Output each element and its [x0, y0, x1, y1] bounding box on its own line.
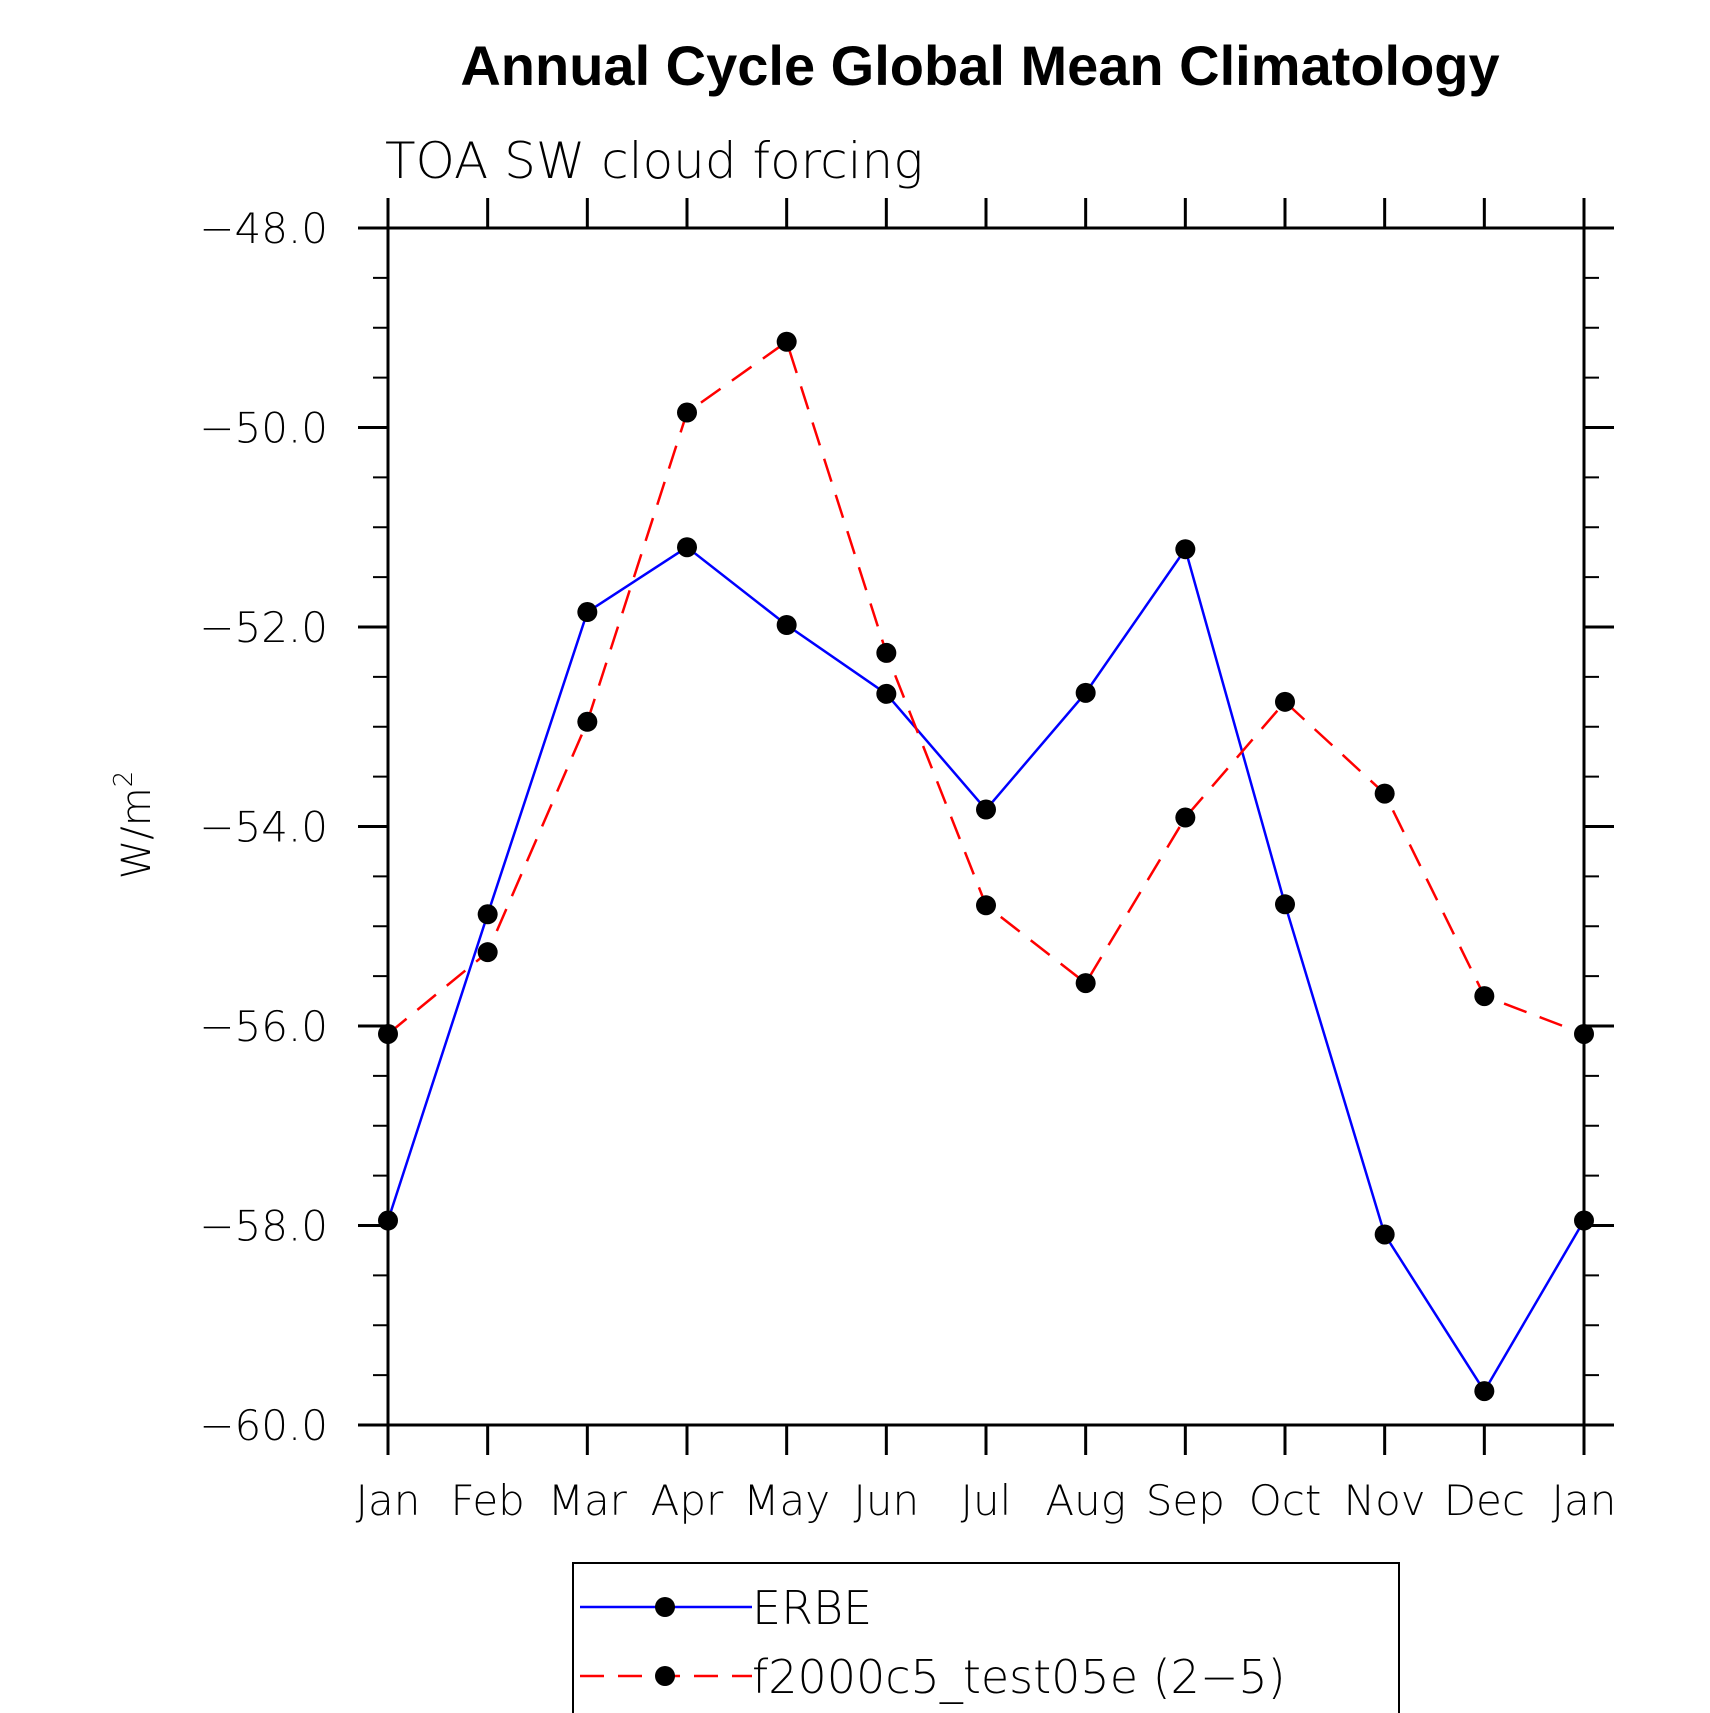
data-point-erbe	[1374, 1224, 1395, 1245]
data-point-model	[976, 895, 996, 916]
legend: ERBE f2000c5_test05e (2−5)	[572, 1562, 1400, 1713]
data-point-model	[1175, 807, 1196, 828]
chart-title: Annual Cycle Global Mean Climatology	[460, 34, 1499, 97]
legend-marker-model	[655, 1666, 675, 1686]
data-point-erbe	[1075, 682, 1096, 703]
data-point-erbe	[477, 904, 498, 925]
data-point-model	[677, 402, 697, 423]
legend-label-erbe: ERBE	[752, 1581, 872, 1635]
chart-subtitle: TOA SW cloud forcing	[385, 132, 923, 190]
legend-marker-erbe	[655, 1597, 675, 1617]
legend-box	[572, 1562, 1400, 1713]
data-point-model	[876, 642, 897, 663]
data-point-model	[477, 942, 498, 963]
data-point-model	[1275, 691, 1295, 712]
data-point-erbe	[1574, 1210, 1594, 1231]
data-point-model	[776, 331, 797, 352]
data-point-erbe	[876, 683, 897, 704]
x-tick-label: Sep	[1146, 1476, 1225, 1525]
y-axis-label: W/m2	[109, 771, 160, 880]
x-tick-label: Dec	[1444, 1476, 1525, 1525]
series-line-erbe	[386, 545, 1586, 1394]
data-point-model	[1075, 973, 1096, 994]
series-markers	[378, 331, 1594, 1402]
y-axis-label-text: W/m	[114, 787, 160, 879]
y-tick-label: −58.0	[199, 1202, 328, 1251]
y-tick-label: −56.0	[199, 1002, 328, 1051]
y-tick-label: −50.0	[199, 404, 328, 453]
series-lines	[386, 339, 1586, 1394]
data-point-erbe	[577, 602, 598, 623]
x-tick-label: Nov	[1344, 1476, 1426, 1525]
x-tick-label: Oct	[1249, 1476, 1322, 1525]
y-tick-label: −48.0	[199, 204, 328, 253]
x-tick-label: Jan	[1552, 1476, 1617, 1525]
legend-label-model: f2000c5_test05e (2−5)	[752, 1650, 1286, 1704]
y-axis-label-superscript: 2	[109, 771, 139, 788]
data-point-model	[1574, 1023, 1594, 1044]
x-tick-label: Jan	[356, 1476, 421, 1525]
x-tick-label: Jun	[854, 1476, 920, 1525]
data-point-erbe	[776, 615, 797, 636]
plot-frame	[386, 226, 1586, 1427]
data-point-erbe	[976, 799, 996, 820]
x-tick-label: Aug	[1045, 1476, 1126, 1525]
data-point-erbe	[1474, 1381, 1495, 1402]
data-point-model	[1374, 783, 1395, 804]
data-point-model	[378, 1023, 398, 1044]
data-point-erbe	[1175, 539, 1196, 560]
data-point-model	[577, 711, 598, 732]
x-tick-label: Apr	[651, 1476, 724, 1525]
x-tick-label: Jul	[961, 1476, 1012, 1525]
series-line-model	[387, 339, 1585, 1036]
y-tick-label: −52.0	[199, 603, 328, 652]
axes: Jan Feb Mar Apr May Jun Jul Aug Sep Oct Nov Dec Jan−…	[199, 198, 1616, 1525]
data-point-erbe	[378, 1210, 398, 1231]
y-tick-label: −60.0	[199, 1401, 328, 1450]
x-tick-label: Mar	[548, 1476, 628, 1525]
x-tick-label: Feb	[450, 1476, 524, 1525]
x-tick-label: May	[743, 1476, 830, 1525]
data-point-model	[1474, 986, 1495, 1007]
data-point-erbe	[677, 537, 697, 558]
svg-text:W/m2: W/m2	[109, 771, 160, 880]
data-point-erbe	[1275, 894, 1295, 915]
y-tick-label: −54.0	[199, 803, 328, 852]
